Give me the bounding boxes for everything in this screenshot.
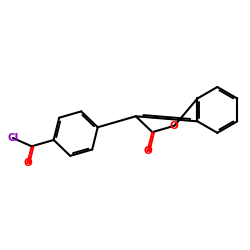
Text: O: O xyxy=(143,146,152,156)
Text: O: O xyxy=(170,121,179,131)
Text: O: O xyxy=(23,158,32,168)
Text: Cl: Cl xyxy=(7,133,18,143)
